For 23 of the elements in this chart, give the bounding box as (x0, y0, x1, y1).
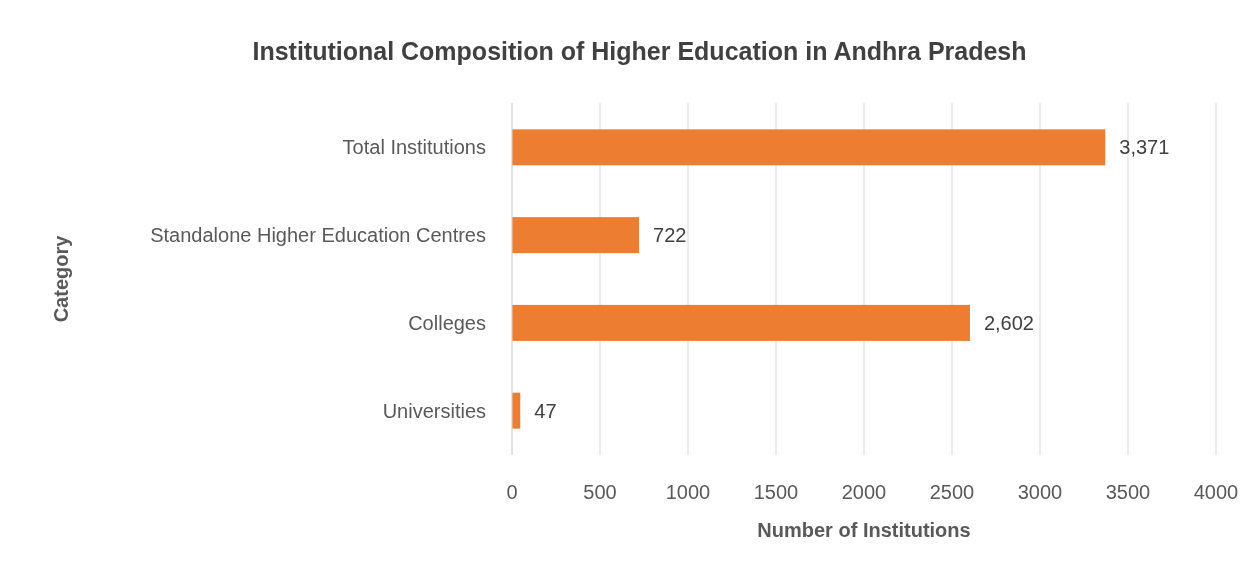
data-label: 2,602 (983, 311, 1035, 334)
y-tick-label: Colleges (408, 311, 486, 334)
y-tick-label: Universities (382, 399, 486, 422)
x-tick-label: 500 (583, 481, 617, 503)
bar (512, 304, 970, 341)
x-tick-label: 1500 (753, 481, 799, 503)
x-tick-label: 2500 (929, 481, 975, 503)
chart-title: Institutional Composition of Higher Education in Andhra Pradesh (252, 37, 1027, 65)
x-tick-label: 2000 (841, 481, 887, 503)
y-tick-label: Standalone Higher Education Centres (150, 224, 486, 247)
x-tick-label: 1000 (665, 481, 711, 503)
x-tick-label: 3000 (1017, 481, 1063, 503)
bar (512, 217, 640, 254)
y-axis-title: Category (50, 234, 72, 323)
data-label: 3,371 (1119, 136, 1170, 159)
x-tick-label: 0 (506, 481, 518, 503)
x-axis-title: Number of Institutions (757, 519, 971, 541)
x-tick-label: 4000 (1193, 481, 1239, 503)
x-tick-label: 3500 (1105, 481, 1151, 503)
data-label: 722 (653, 224, 687, 247)
data-label: 47 (534, 399, 557, 422)
bar (512, 129, 1106, 166)
y-tick-label: Total Institutions (342, 136, 486, 159)
